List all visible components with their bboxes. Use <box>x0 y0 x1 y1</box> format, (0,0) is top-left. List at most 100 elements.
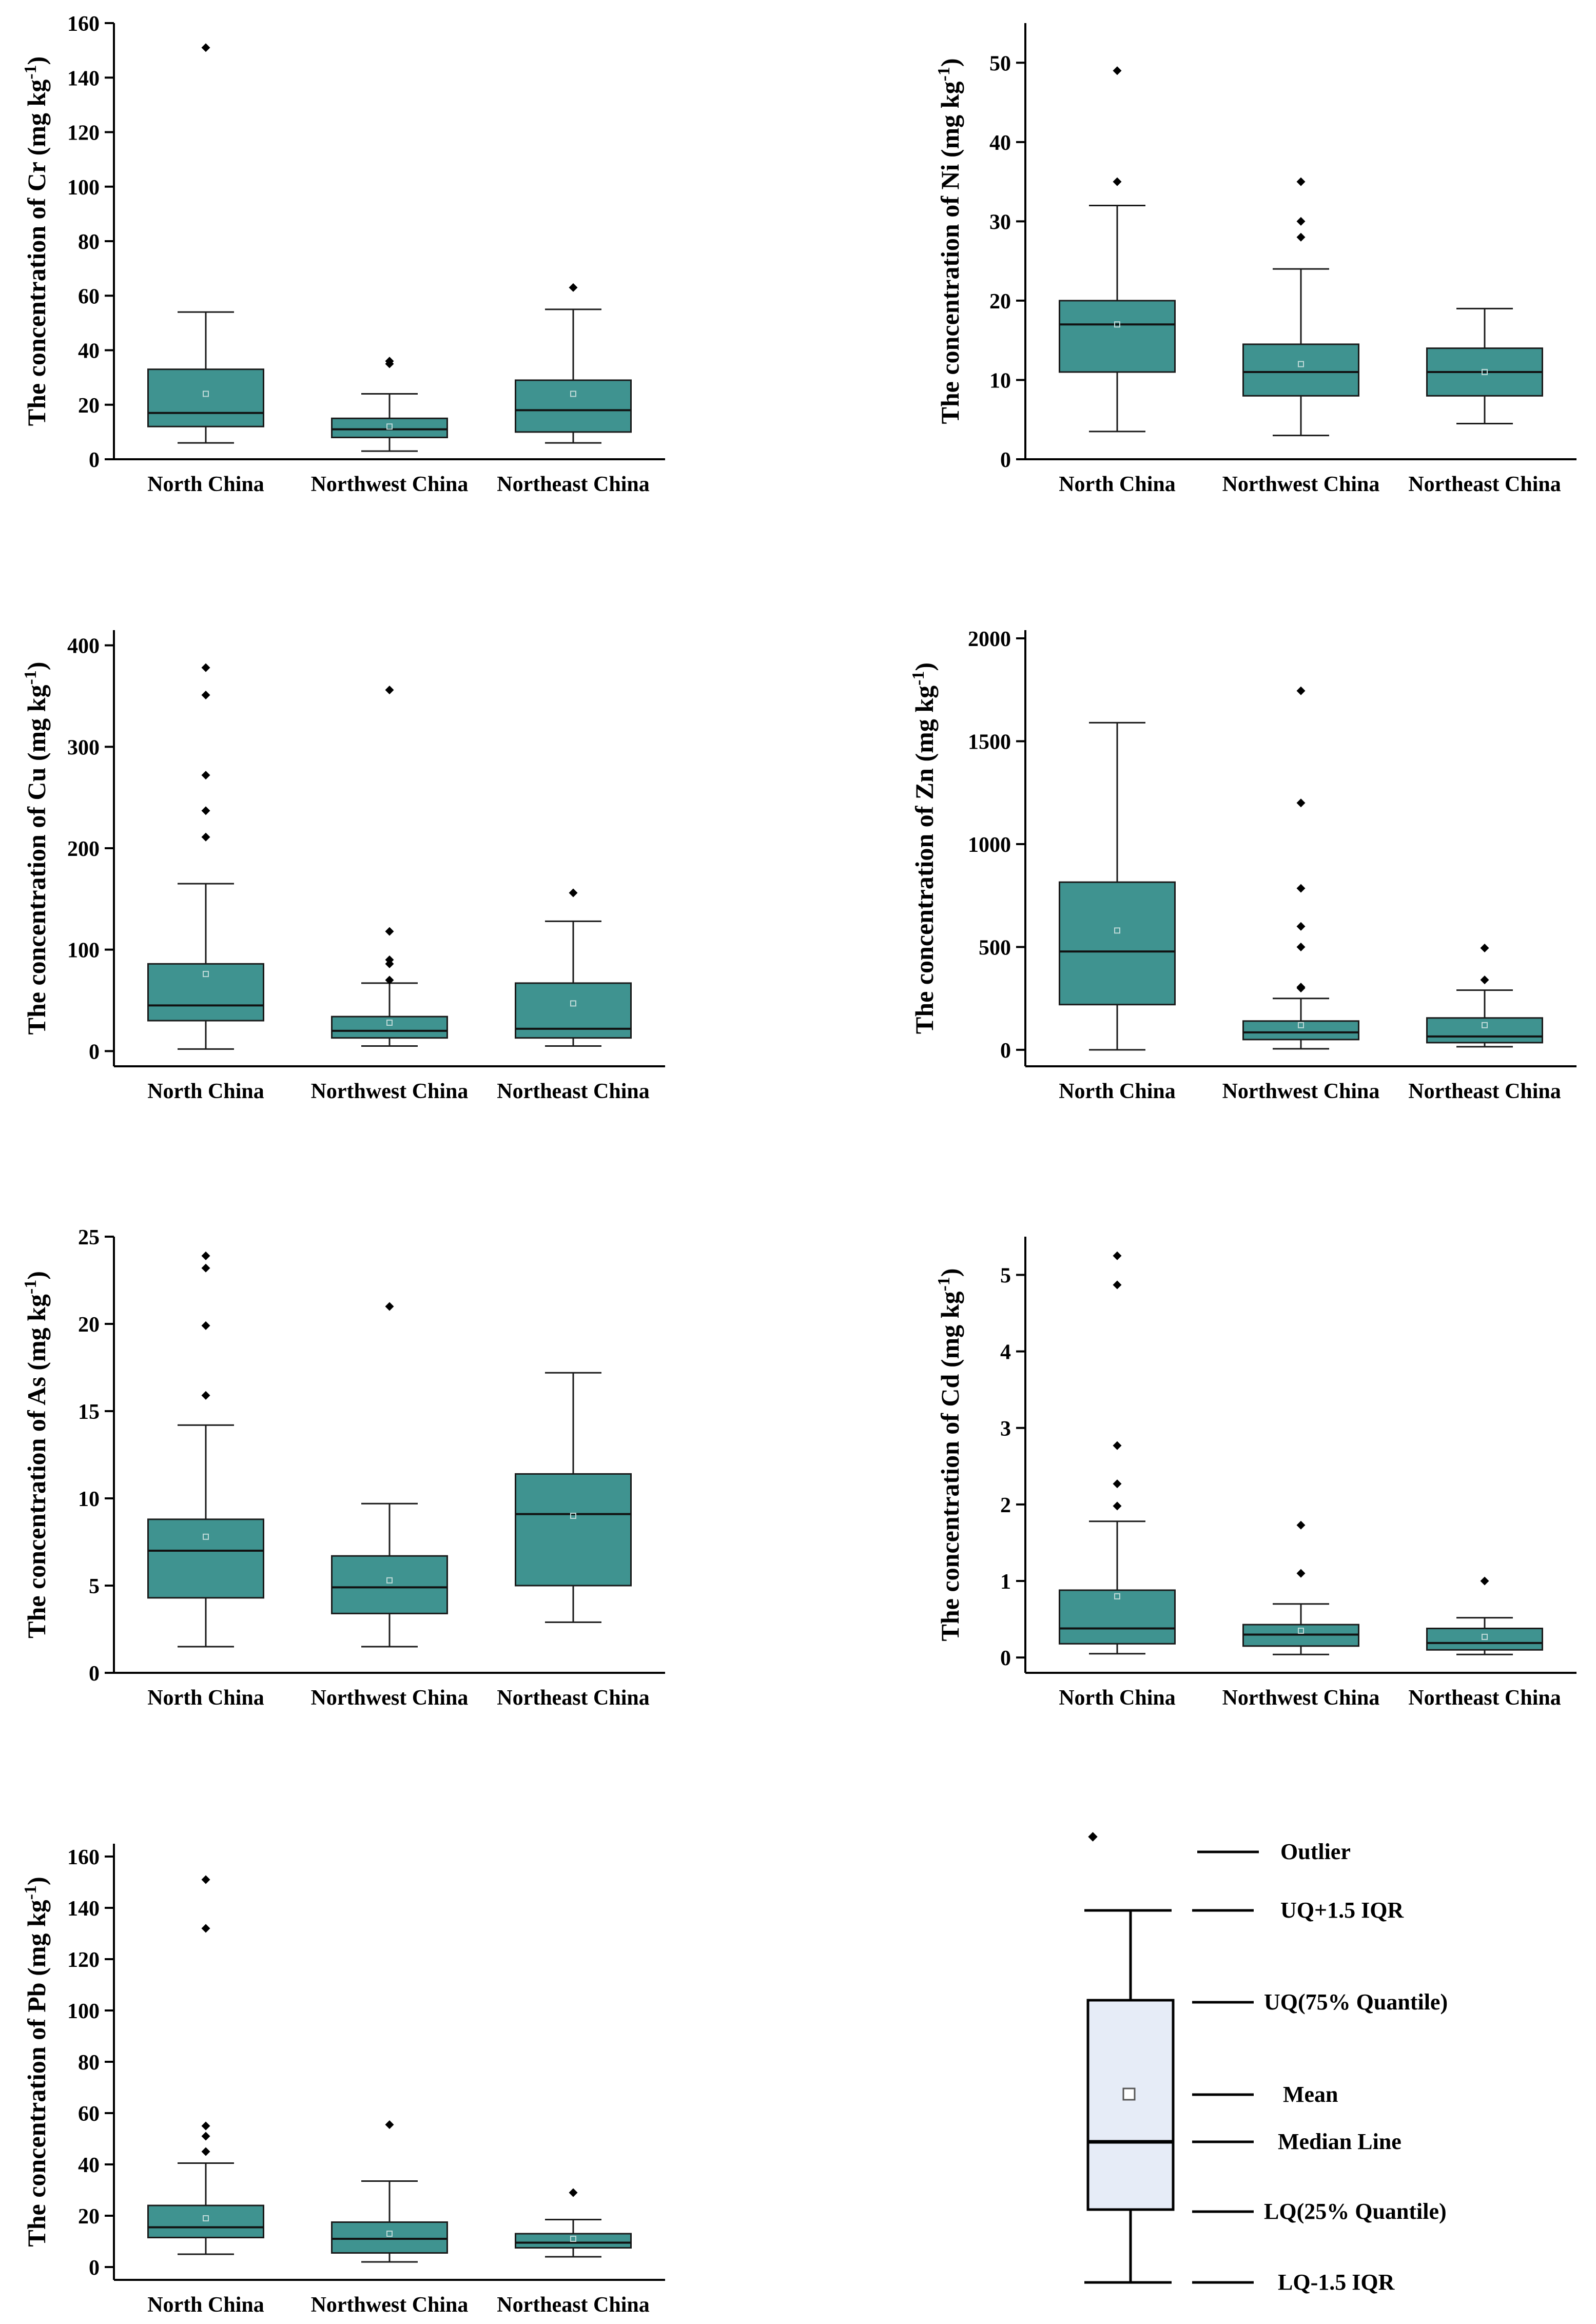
y-tick-label: 10 <box>989 369 1011 393</box>
x-tick-label: North China <box>1059 1686 1176 1710</box>
outlier-point <box>1297 922 1306 931</box>
legend-mean-label: Mean <box>1283 2082 1338 2107</box>
box-northeast-china: Northeast China <box>497 1373 650 1710</box>
y-tick-label: 5 <box>1000 1264 1011 1288</box>
legend-outlier-marker <box>1088 1832 1097 1841</box>
y-axis-label-text: The concentration of Cr (mg kg <box>22 80 51 426</box>
box-northeast-china: Northeast China <box>497 283 650 496</box>
y-tick-label: 0 <box>89 2256 100 2280</box>
outlier-point <box>202 1876 210 1884</box>
y-tick-label: 20 <box>78 394 100 418</box>
legend-mean-marker <box>1123 2088 1135 2100</box>
y-axis-label-text: The concentration of As (mg kg <box>22 1294 51 1638</box>
outlier-point <box>202 1252 210 1260</box>
iqr-box <box>148 369 264 427</box>
x-tick-label: Northwest China <box>1222 1686 1380 1710</box>
y-axis-label-superscript: -1 <box>21 65 40 79</box>
y-tick-label: 120 <box>67 122 100 145</box>
x-tick-label: Northeast China <box>497 1686 650 1710</box>
y-tick-label: 500 <box>979 936 1011 960</box>
x-tick-label: Northeast China <box>1408 1080 1561 1103</box>
y-tick-label: 0 <box>1000 1039 1011 1063</box>
x-tick-label: Northwest China <box>311 2293 469 2317</box>
y-tick-label: 10 <box>78 1488 100 1511</box>
x-tick-label: Northwest China <box>311 473 469 496</box>
y-tick-label: 400 <box>67 635 100 658</box>
iqr-box <box>332 418 447 437</box>
y-tick-label: 200 <box>67 837 100 861</box>
iqr-box <box>516 380 631 432</box>
legend-lower-whisker-label: LQ-1.5 IQR <box>1278 2270 1395 2295</box>
y-axis-label-text: The concentration of Pb (mg kg <box>22 1900 51 2247</box>
iqr-box <box>516 1474 631 1586</box>
x-tick-label: North China <box>147 2293 264 2317</box>
box-northwest-china: Northwest China <box>311 2120 469 2317</box>
y-axis-label-text: The concentration of Ni (mg kg <box>936 81 964 424</box>
y-tick-label: 20 <box>78 1313 100 1337</box>
box-northwest-china: Northwest China <box>311 686 469 1103</box>
outlier-point <box>1481 1577 1489 1586</box>
outlier-point <box>202 1924 210 1933</box>
y-axis-label: The concentration of Zn (mg kg-1) <box>909 662 939 1034</box>
x-tick-label: North China <box>147 1686 264 1710</box>
iqr-box <box>1427 1018 1543 1043</box>
y-tick-label: 60 <box>78 285 100 308</box>
boxplot-legend: Outlier UQ+1.5 IQR UQ(75% Quantile) Mean… <box>1084 1832 1448 2295</box>
outlier-point <box>1297 687 1306 695</box>
outlier-point <box>1113 1280 1122 1289</box>
box-northeast-china: Northeast China <box>1408 308 1561 496</box>
outlier-point <box>1297 884 1306 893</box>
x-tick-label: Northeast China <box>497 2293 650 2317</box>
outlier-point <box>1113 66 1122 75</box>
outlier-point <box>1113 1441 1122 1450</box>
y-tick-label: 40 <box>78 340 100 363</box>
x-tick-label: Northeast China <box>497 473 650 496</box>
y-axis-label-end: ) <box>22 662 51 671</box>
y-tick-label: 0 <box>89 448 100 472</box>
x-tick-label: North China <box>1059 1080 1176 1103</box>
outlier-point <box>202 2132 210 2141</box>
chart-pb: 020406080100120140160The concentration o… <box>21 1844 666 2317</box>
iqr-box <box>332 1556 447 1613</box>
y-tick-label: 1500 <box>968 731 1011 754</box>
y-tick-label: 300 <box>67 736 100 759</box>
y-tick-label: 0 <box>1000 448 1011 472</box>
outlier-point <box>202 1391 210 1400</box>
outlier-point <box>202 806 210 815</box>
x-tick-label: North China <box>1059 473 1176 496</box>
outlier-point <box>202 833 210 842</box>
box-north-china: North China <box>147 1252 264 1710</box>
outlier-point <box>1113 1252 1122 1260</box>
legend-box <box>1088 2000 1173 2210</box>
y-axis-label-text: The concentration of Zn (mg kg <box>910 686 939 1034</box>
outlier-point <box>1113 1479 1122 1488</box>
x-tick-label: North China <box>147 1080 264 1103</box>
iqr-box <box>148 2205 264 2238</box>
legend-outlier-label: Outlier <box>1280 1839 1351 1864</box>
iqr-box <box>148 964 264 1021</box>
box-northwest-china: Northwest China <box>311 357 469 496</box>
y-tick-label: 40 <box>989 131 1011 155</box>
outlier-point <box>1481 944 1489 952</box>
chart-cu: 0100200300400The concentration of Cu (mg… <box>21 630 666 1103</box>
y-axis-label-end: ) <box>22 1877 51 1885</box>
outlier-point <box>202 771 210 779</box>
outlier-point <box>385 927 394 936</box>
y-axis-label-end: ) <box>22 1271 51 1280</box>
y-axis-label-superscript: -1 <box>935 67 953 81</box>
y-tick-label: 140 <box>67 1897 100 1921</box>
y-axis-label-text: The concentration of Cu (mg kg <box>22 685 51 1035</box>
x-tick-label: Northwest China <box>311 1686 469 1710</box>
outlier-point <box>1297 943 1306 951</box>
y-tick-label: 100 <box>67 2000 100 2023</box>
y-tick-label: 160 <box>67 1846 100 1869</box>
y-axis-label-superscript: -1 <box>21 1280 40 1294</box>
legend-lower-quartile-label: LQ(25% Quantile) <box>1264 2199 1447 2224</box>
legend-upper-whisker-label: UQ+1.5 IQR <box>1280 1898 1404 1923</box>
y-axis-label: The concentration of Cu (mg kg-1) <box>21 662 51 1035</box>
outlier-point <box>1297 233 1306 242</box>
outlier-point <box>1113 178 1122 186</box>
box-northeast-china: Northeast China <box>1408 1577 1561 1710</box>
y-axis-label: The concentration of Pb (mg kg-1) <box>21 1877 51 2247</box>
y-axis-label-end: ) <box>936 1268 964 1277</box>
